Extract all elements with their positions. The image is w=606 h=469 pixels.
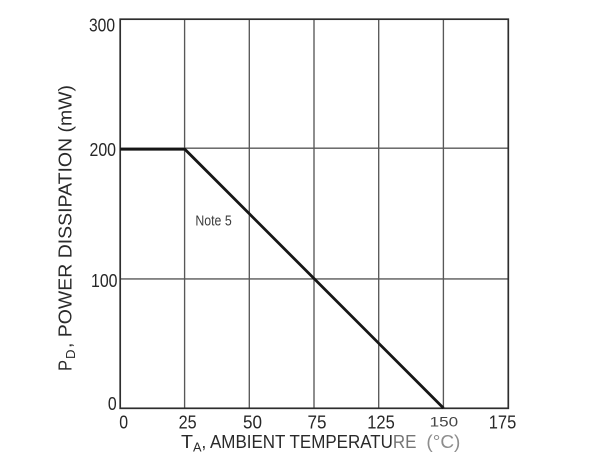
svg-text:D: D (63, 350, 78, 360)
svg-text:A: A (193, 440, 202, 455)
svg-text:RE: RE (393, 431, 417, 452)
svg-text:T: T (181, 431, 193, 452)
svg-text:200: 200 (90, 140, 117, 160)
svg-text:(°C): (°C) (426, 431, 460, 452)
svg-text:50: 50 (243, 412, 262, 432)
svg-text:75: 75 (308, 412, 327, 432)
svg-text:125: 125 (367, 412, 395, 432)
svg-text:0: 0 (108, 394, 117, 414)
svg-text:100: 100 (91, 271, 118, 291)
svg-text:, POWER DISSIPATION (mW): , POWER DISSIPATION (mW) (55, 85, 76, 348)
svg-text:0: 0 (119, 412, 128, 432)
svg-text:175: 175 (489, 412, 517, 432)
svg-text:P: P (55, 360, 76, 371)
svg-text:300: 300 (89, 15, 115, 35)
svg-text:Note 5: Note 5 (195, 213, 231, 230)
svg-text:150: 150 (430, 414, 459, 430)
svg-text:, AMBIENT TEMPERATU: , AMBIENT TEMPERATU (202, 431, 393, 452)
svg-text:25: 25 (179, 412, 197, 432)
